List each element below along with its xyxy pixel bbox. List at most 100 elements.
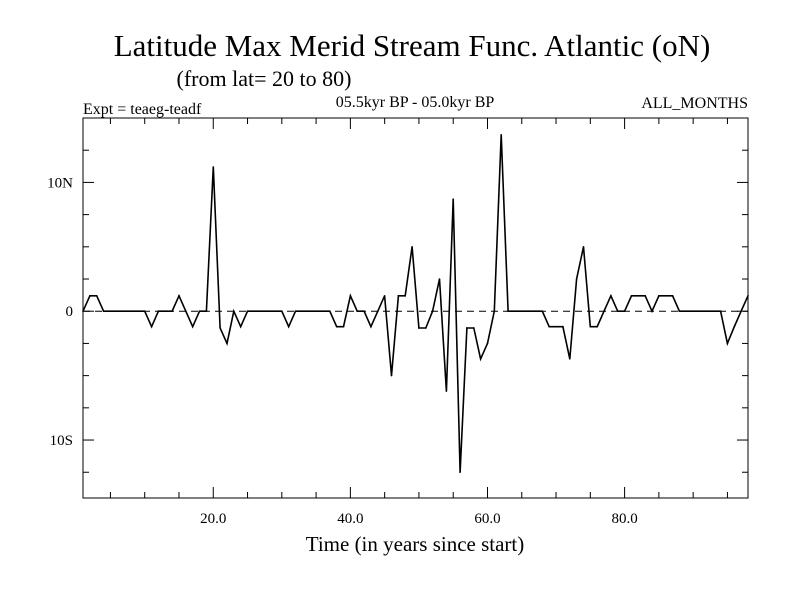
data-point [205, 310, 208, 313]
data-point [719, 310, 722, 313]
data-point [500, 133, 502, 136]
data-point [616, 310, 619, 313]
data-point [431, 310, 434, 313]
data-point [294, 310, 297, 313]
data-point [315, 310, 317, 313]
data-point [239, 325, 242, 328]
season-label: ALL_MONTHS [641, 95, 748, 112]
data-point [637, 294, 640, 297]
plot-frame [82, 117, 749, 499]
data-point [610, 294, 612, 297]
data-point [89, 294, 91, 297]
data-point [164, 310, 167, 313]
data-point [582, 246, 585, 248]
data-point [191, 325, 194, 328]
data-point [82, 310, 84, 313]
data-point [493, 310, 496, 313]
data-point [349, 294, 352, 297]
data-point [233, 310, 235, 313]
data-point [281, 310, 283, 313]
experiment-label: Expt = teaeg-teadf [83, 101, 202, 118]
data-point [438, 278, 441, 280]
data-point [178, 294, 180, 297]
data-point [452, 198, 455, 200]
data-point [308, 310, 311, 313]
data-point [185, 310, 187, 313]
data-point [644, 294, 646, 297]
data-point [664, 294, 667, 297]
data-point [143, 310, 146, 313]
data-point [589, 325, 592, 328]
data-point [466, 327, 468, 329]
data-point [219, 327, 221, 329]
data-point [226, 342, 228, 345]
data-point [541, 310, 544, 313]
data-point [130, 310, 132, 313]
data-point [342, 325, 345, 328]
data-point [329, 310, 331, 313]
data-point [212, 166, 215, 168]
data-point [109, 310, 112, 313]
x-axis-label: Time (in years since start) [306, 532, 525, 556]
data-point [424, 327, 427, 329]
x-tick-label: 80.0 [611, 511, 637, 527]
data-point [520, 310, 523, 313]
data-point [692, 310, 694, 313]
data-point [685, 310, 688, 313]
data-point [390, 374, 393, 377]
data-point [562, 325, 564, 328]
data-point [472, 327, 475, 329]
data-point [356, 310, 359, 313]
data-point [459, 471, 461, 474]
data-point [301, 310, 304, 313]
data-point [383, 294, 386, 297]
data-point [253, 310, 256, 313]
data-point [335, 325, 338, 328]
data-point [376, 310, 379, 313]
data-point [568, 358, 571, 360]
data-point [157, 310, 160, 313]
x-tick-label: 60.0 [474, 511, 500, 527]
data-point [404, 294, 407, 297]
data-point [267, 310, 269, 313]
data-point [479, 358, 482, 360]
data-point [527, 310, 530, 313]
data-point [678, 310, 681, 313]
y-axis: 10N 0 10S [47, 175, 748, 449]
data-point [747, 294, 749, 297]
data-point [651, 310, 653, 313]
data-point [706, 310, 708, 313]
data-points [82, 133, 749, 474]
chart-title: Latitude Max Merid Stream Func. Atlantic… [114, 28, 711, 63]
data-point [411, 246, 413, 248]
data-point [363, 310, 365, 313]
data-point [575, 278, 578, 280]
data-point [733, 325, 736, 328]
series-line [82, 134, 749, 473]
data-point [699, 310, 701, 313]
period-label: 05.5kyr BP - 05.0kyr BP [336, 94, 495, 111]
data-point [95, 294, 98, 297]
minor-ticks [83, 118, 748, 498]
data-point [596, 325, 598, 328]
data-point [534, 310, 537, 313]
data-point [630, 294, 633, 297]
y-tick-label: 10N [47, 175, 73, 191]
data-point [658, 294, 660, 297]
data-point [555, 325, 557, 328]
data-point [287, 325, 290, 328]
data-point [322, 310, 324, 313]
chart-subtitle: (from lat= 20 to 80) [177, 66, 352, 91]
data-point [507, 310, 509, 313]
data-point [260, 310, 263, 313]
data-point [274, 310, 276, 313]
data-point [102, 310, 105, 313]
data-point [418, 327, 420, 329]
data-point [246, 310, 249, 313]
x-axis: 20.0 40.0 60.0 80.0 [200, 118, 638, 527]
data-point [671, 294, 674, 297]
data-point [397, 294, 400, 297]
data-point [445, 390, 448, 392]
x-tick-label: 20.0 [200, 511, 226, 527]
